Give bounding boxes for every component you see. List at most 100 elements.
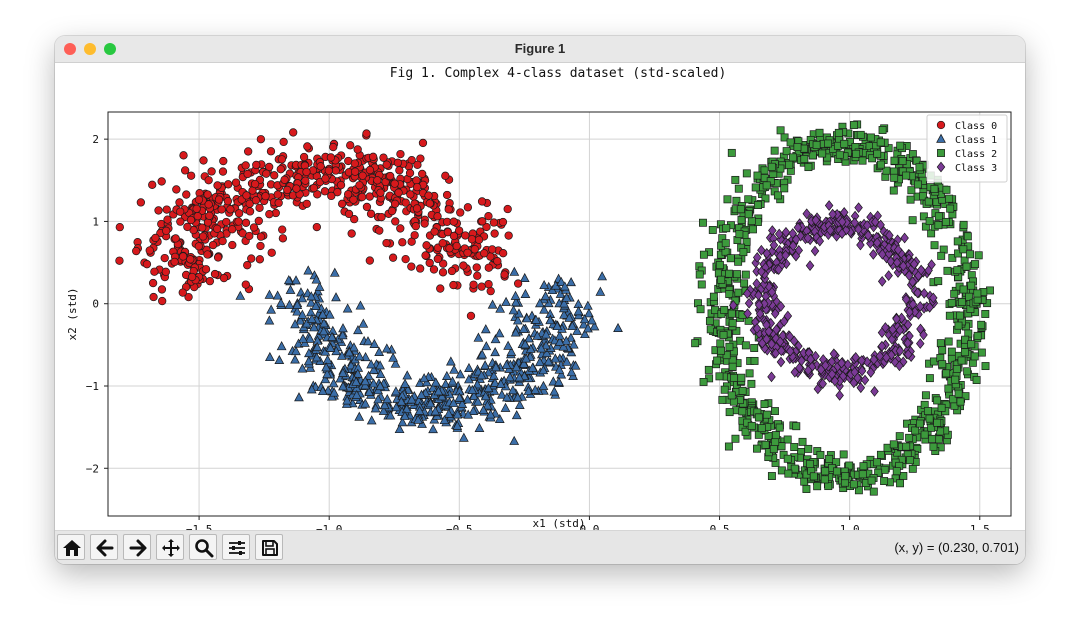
data-point [869,487,878,496]
data-point [850,217,859,229]
data-point [741,427,750,436]
minimize-window-button[interactable] [84,43,96,55]
data-point [299,152,309,162]
data-point [749,225,757,234]
data-point [725,342,734,351]
data-point [928,434,937,443]
pan-button[interactable] [156,534,184,560]
data-point [930,184,939,193]
data-point [950,289,959,298]
data-point [422,241,431,250]
scatter-plot[interactable]: Fig 1. Complex 4-class dataset (std-scal… [55,63,1025,536]
data-point [456,208,465,217]
data-point [779,316,789,327]
data-point [578,319,589,329]
data-point [151,233,160,243]
data-point [175,198,184,207]
data-point [892,257,902,268]
home-button[interactable] [57,534,85,560]
figure-window: Figure 1 Fig 1. Complex 4-class dataset … [55,36,1025,564]
zoom-button[interactable] [189,534,217,560]
data-point [942,185,951,194]
data-point [816,364,826,376]
data-point [433,254,442,264]
x-tick-label: 1.5 [970,523,990,530]
data-point [699,378,708,386]
data-point [786,345,795,357]
data-point [962,262,971,271]
data-point [927,423,936,432]
data-point [949,395,958,404]
data-point [783,435,792,444]
data-point [870,216,880,228]
data-point [353,145,362,154]
zoom-window-button[interactable] [104,43,116,55]
data-point [342,303,353,313]
data-point [425,199,434,208]
data-point [459,261,468,270]
data-point [887,333,897,345]
data-point [347,229,356,238]
data-point [767,286,777,298]
back-button[interactable] [90,534,118,560]
data-point [474,422,485,432]
data-point [752,252,762,263]
data-point [747,216,756,225]
figure-canvas[interactable]: Fig 1. Complex 4-class dataset (std-scal… [55,63,1025,536]
data-point [154,206,163,215]
data-point [757,266,766,277]
forward-arrow-icon [129,539,147,557]
data-point [925,374,934,383]
x-tick-label: −1.5 [186,523,213,530]
data-point [199,156,208,165]
data-point [222,217,231,227]
data-point [142,260,152,269]
legend-marker [936,120,946,130]
data-point [902,171,911,180]
data-point [292,306,303,316]
data-point [696,305,705,314]
data-point [218,236,227,246]
configure-subplots-button[interactable] [222,534,250,560]
data-point [509,435,520,445]
data-point [771,438,780,447]
data-point [742,169,751,178]
data-point [358,171,367,180]
data-point [781,226,791,238]
data-point [276,165,285,174]
data-point [234,217,243,226]
data-point [415,377,425,387]
data-point [458,432,469,442]
data-point [467,235,477,244]
forward-button[interactable] [123,534,151,560]
data-point [930,241,939,250]
data-point [911,426,920,435]
close-window-button[interactable] [64,43,76,55]
data-point [490,347,501,357]
data-point [297,363,308,373]
data-point [824,200,834,211]
save-button[interactable] [255,534,283,560]
data-point [753,171,762,180]
data-point [265,210,274,219]
data-point [876,160,885,169]
data-point [291,346,301,356]
x-tick-label: 0.5 [710,523,730,530]
data-point [773,191,782,200]
data-point [429,265,439,274]
data-point [266,304,277,314]
data-point [198,232,208,241]
data-point [705,317,714,325]
data-point [326,153,336,162]
data-point [449,280,458,290]
data-point [186,171,196,180]
data-point [115,256,124,265]
data-point [433,212,442,221]
data-point [235,290,246,300]
data-point [899,356,908,368]
data-point [274,198,283,208]
data-point [804,163,813,172]
data-point [306,297,317,307]
data-point [489,218,499,227]
data-point [750,356,759,365]
